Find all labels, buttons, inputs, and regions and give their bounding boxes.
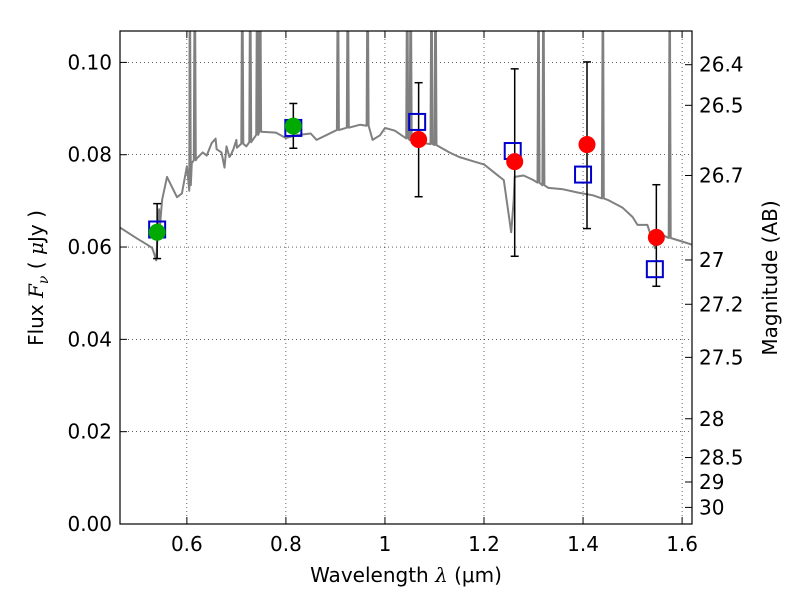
markers (148, 61, 665, 288)
y-tick-label: 0.06 (67, 235, 112, 259)
y2-tick-label: 27 (699, 248, 724, 272)
x-label-lambda: λ (434, 563, 448, 587)
x-label-unit: (μm) (448, 563, 502, 587)
y-label-prefix: Flux (24, 298, 48, 346)
model-square-point (574, 165, 593, 184)
y2-tick-label: 28.5 (699, 446, 744, 470)
x-tick-label: 1.4 (567, 532, 599, 556)
green-point (284, 117, 302, 135)
y2-tick-label: 28 (699, 407, 724, 431)
y-label-mu: μ (24, 242, 48, 255)
y-tick-label: 0.02 (67, 420, 112, 444)
x-label-prefix: Wavelength (310, 563, 435, 587)
green-point (148, 223, 166, 241)
x-tick-label: 0.6 (171, 532, 203, 556)
x-tick-label: 1.2 (468, 532, 500, 556)
grid (120, 31, 692, 524)
y2-tick-label: 26.5 (699, 93, 744, 117)
red-point (410, 130, 428, 148)
spectrum-line (120, 31, 692, 262)
x-tick-label: 0.8 (270, 532, 302, 556)
red-point (506, 153, 524, 171)
y2-axis-label: Magnitude (AB) (758, 200, 782, 355)
y-axis-label: Flux Fν ( μJy ) (24, 210, 52, 346)
y2-tick-label: 29 (699, 470, 724, 494)
x-tick-label: 1.6 (666, 532, 698, 556)
y2-tick-label: 27.5 (699, 345, 744, 369)
y-tick-label: 0.08 (67, 143, 112, 167)
model-square-point (408, 112, 427, 131)
x-axis-label: Wavelength λ (μm) (310, 563, 502, 587)
y-tick-label: 0.10 (67, 50, 112, 74)
axes: 0.6 0.8 1 1.2 1.4 1.6 0.00 0.02 0.04 0.06 0.08 0.10… (67, 31, 744, 556)
y-label-unit: Jy ) (24, 210, 48, 244)
y2-tick-label: 27.2 (699, 292, 744, 316)
y2-tick-label: 26.4 (699, 53, 744, 77)
y-tick-label: 0.04 (67, 327, 112, 351)
y-tick-label: 0.00 (67, 512, 112, 536)
y2-tick-label: 26.7 (699, 163, 744, 187)
red-point (647, 228, 665, 246)
model-square-point (645, 260, 664, 279)
y-label-F: F (24, 283, 48, 299)
red-point (578, 136, 596, 154)
plot-area (120, 31, 692, 262)
y2-tick-label: 30 (699, 495, 724, 519)
plot-frame (119, 30, 693, 525)
y-label-nu: ν (36, 275, 52, 284)
y-label-paren: ( (24, 255, 48, 276)
x-tick-label: 1 (379, 532, 392, 556)
